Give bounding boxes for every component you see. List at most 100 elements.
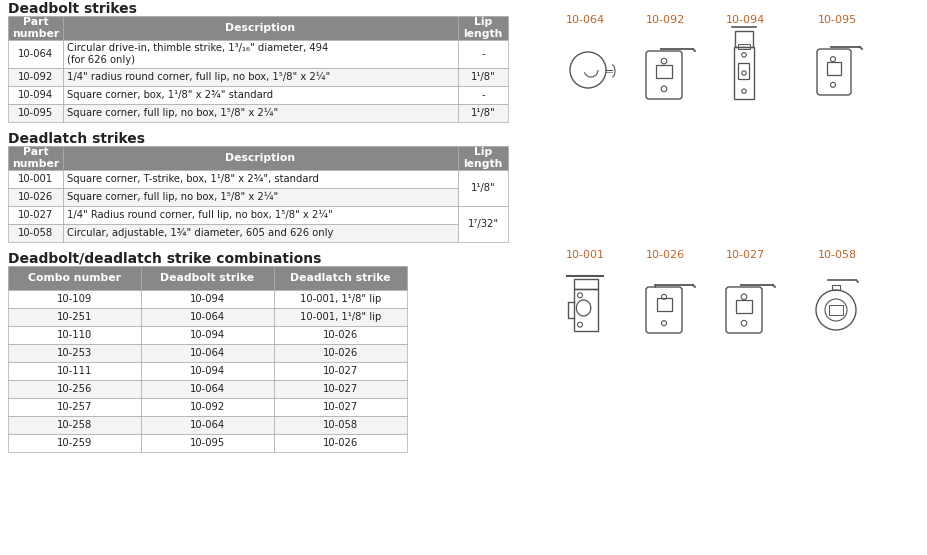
Text: 10-109: 10-109 [57, 294, 92, 304]
Text: 10-027: 10-027 [18, 210, 53, 220]
Text: 1/4" radius round corner, full lip, no box, 1⁵/8" x 2¼": 1/4" radius round corner, full lip, no b… [67, 72, 330, 82]
Text: Square corner, T-strike, box, 1¹/8" x 2¾", standard: Square corner, T-strike, box, 1¹/8" x 2¾… [67, 174, 319, 184]
Bar [737, 44, 749, 49]
Bar [655, 64, 671, 78]
Text: Deadbolt strike: Deadbolt strike [160, 273, 254, 283]
Bar [141, 308, 273, 326]
Bar [8, 380, 141, 398]
Text: 10-259: 10-259 [57, 438, 92, 448]
Text: Lip
length: Lip length [463, 17, 502, 39]
Text: 10-064: 10-064 [190, 348, 225, 358]
Bar [63, 146, 458, 170]
Bar [273, 326, 407, 344]
Bar [8, 434, 141, 452]
Bar [273, 344, 407, 362]
Text: 1⁷/32": 1⁷/32" [467, 219, 498, 229]
Bar [458, 68, 507, 86]
Text: 1¹/8": 1¹/8" [470, 72, 495, 82]
Text: 10-001, 1¹/8" lip: 10-001, 1¹/8" lip [299, 312, 381, 322]
Bar [141, 416, 273, 434]
Bar [63, 40, 458, 68]
Text: Deadlatch strikes: Deadlatch strikes [8, 132, 145, 146]
Text: 10-064: 10-064 [190, 384, 225, 394]
Text: 10-095: 10-095 [190, 438, 225, 448]
Text: Lip
length: Lip length [463, 147, 502, 169]
Text: 10-026: 10-026 [18, 192, 53, 202]
Text: 10-027: 10-027 [725, 250, 765, 260]
Bar [141, 362, 273, 380]
Bar [141, 398, 273, 416]
Text: 10-058: 10-058 [817, 250, 857, 260]
Text: 10-094: 10-094 [190, 330, 225, 340]
Text: 10-064: 10-064 [565, 15, 604, 25]
Text: 10-092: 10-092 [645, 15, 684, 25]
Bar [8, 416, 141, 434]
Text: 10-058: 10-058 [323, 420, 358, 430]
Bar [63, 170, 458, 188]
Bar [8, 104, 63, 122]
Text: 10-027: 10-027 [323, 384, 358, 394]
Bar [8, 40, 63, 68]
Text: 10-094: 10-094 [190, 294, 225, 304]
Bar [8, 68, 63, 86]
Text: 10-001: 10-001 [565, 250, 604, 260]
Bar [63, 224, 458, 242]
Bar [8, 86, 63, 104]
Bar [458, 146, 507, 170]
Text: 10-251: 10-251 [57, 312, 92, 322]
Text: Part
number: Part number [12, 17, 59, 39]
Text: 10-026: 10-026 [323, 438, 358, 448]
Bar [8, 16, 63, 40]
Bar [273, 362, 407, 380]
Bar [738, 63, 749, 79]
Text: 10-064: 10-064 [190, 312, 225, 322]
Bar [735, 300, 752, 314]
Bar [63, 104, 458, 122]
Text: Square corner, box, 1¹/8" x 2¾" standard: Square corner, box, 1¹/8" x 2¾" standard [67, 90, 273, 100]
Bar [141, 344, 273, 362]
Bar [8, 266, 141, 290]
Bar [63, 16, 458, 40]
Text: 1¹/8": 1¹/8" [470, 183, 495, 193]
Text: Deadbolt strikes: Deadbolt strikes [8, 2, 136, 16]
Bar [273, 380, 407, 398]
Bar [458, 86, 507, 104]
Bar [574, 289, 597, 331]
Bar [733, 47, 753, 99]
Text: Description: Description [225, 23, 295, 33]
Bar [458, 170, 507, 206]
Text: 10-110: 10-110 [57, 330, 92, 340]
Bar [141, 266, 273, 290]
Text: 10-111: 10-111 [57, 366, 92, 376]
Text: Deadbolt/deadlatch strike combinations: Deadbolt/deadlatch strike combinations [8, 252, 321, 266]
Bar [8, 326, 141, 344]
Bar [458, 40, 507, 68]
Bar [273, 308, 407, 326]
Bar [273, 416, 407, 434]
Text: 10-258: 10-258 [57, 420, 92, 430]
Bar [141, 380, 273, 398]
Bar [832, 285, 839, 290]
Text: Description: Description [225, 153, 295, 163]
Bar [8, 308, 141, 326]
Text: 10-094: 10-094 [18, 90, 53, 100]
Text: 10-256: 10-256 [57, 384, 92, 394]
Bar [458, 16, 507, 40]
Text: 1/4" Radius round corner, full lip, no box, 1⁵/8" x 2¼": 1/4" Radius round corner, full lip, no b… [67, 210, 333, 220]
Bar [273, 266, 407, 290]
Bar [8, 290, 141, 308]
Text: 10-058: 10-058 [18, 228, 53, 238]
Bar [458, 206, 507, 242]
Text: 10-092: 10-092 [18, 72, 53, 82]
Bar [63, 68, 458, 86]
Bar [141, 434, 273, 452]
Text: 10-027: 10-027 [323, 402, 358, 412]
Text: 10-094: 10-094 [190, 366, 225, 376]
Text: Combo number: Combo number [28, 273, 121, 283]
Bar [8, 206, 63, 224]
Text: 10-064: 10-064 [18, 49, 53, 59]
Bar [63, 188, 458, 206]
Bar [574, 279, 597, 289]
Bar [8, 344, 141, 362]
Text: Square corner, full lip, no box, 1⁵/8" x 2¼": Square corner, full lip, no box, 1⁵/8" x… [67, 108, 278, 118]
